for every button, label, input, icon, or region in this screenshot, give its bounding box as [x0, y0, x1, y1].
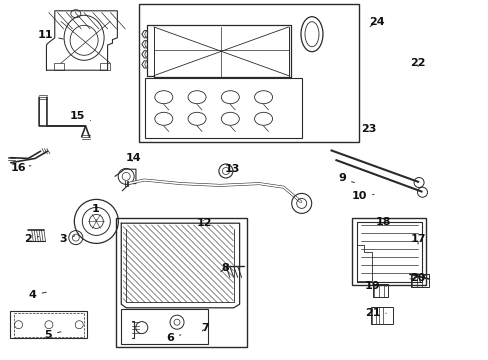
Text: 24: 24: [368, 17, 384, 27]
Text: 22: 22: [409, 58, 425, 68]
Bar: [370, 307, 392, 324]
Bar: [145, 78, 301, 138]
Bar: [139, 4, 359, 142]
Bar: [10, 311, 87, 338]
Text: 1: 1: [91, 204, 99, 220]
Text: 5: 5: [44, 330, 61, 340]
Text: 16: 16: [11, 163, 31, 174]
Text: 6: 6: [166, 333, 181, 343]
Bar: [372, 284, 387, 297]
Text: 8: 8: [220, 263, 228, 273]
Text: 14: 14: [125, 153, 141, 163]
Bar: [54, 63, 63, 70]
Text: 7: 7: [201, 323, 209, 333]
Text: 23: 23: [361, 124, 376, 134]
Text: 12: 12: [196, 218, 212, 228]
Text: 18: 18: [375, 217, 391, 228]
Text: 20: 20: [409, 273, 425, 283]
Text: 15: 15: [69, 111, 90, 121]
Text: 2: 2: [24, 234, 39, 244]
Bar: [121, 309, 208, 344]
Text: 9: 9: [338, 173, 354, 183]
Text: 11: 11: [38, 30, 63, 40]
Text: 13: 13: [224, 164, 240, 174]
Bar: [351, 218, 426, 285]
Bar: [14, 313, 83, 337]
Bar: [116, 218, 247, 347]
Text: 3: 3: [60, 234, 75, 244]
Text: 10: 10: [351, 191, 373, 201]
Text: 4: 4: [29, 290, 46, 300]
Text: 19: 19: [364, 281, 386, 291]
Bar: [410, 274, 428, 287]
Bar: [100, 63, 110, 70]
Text: 17: 17: [409, 234, 425, 244]
Text: 21: 21: [364, 308, 386, 318]
